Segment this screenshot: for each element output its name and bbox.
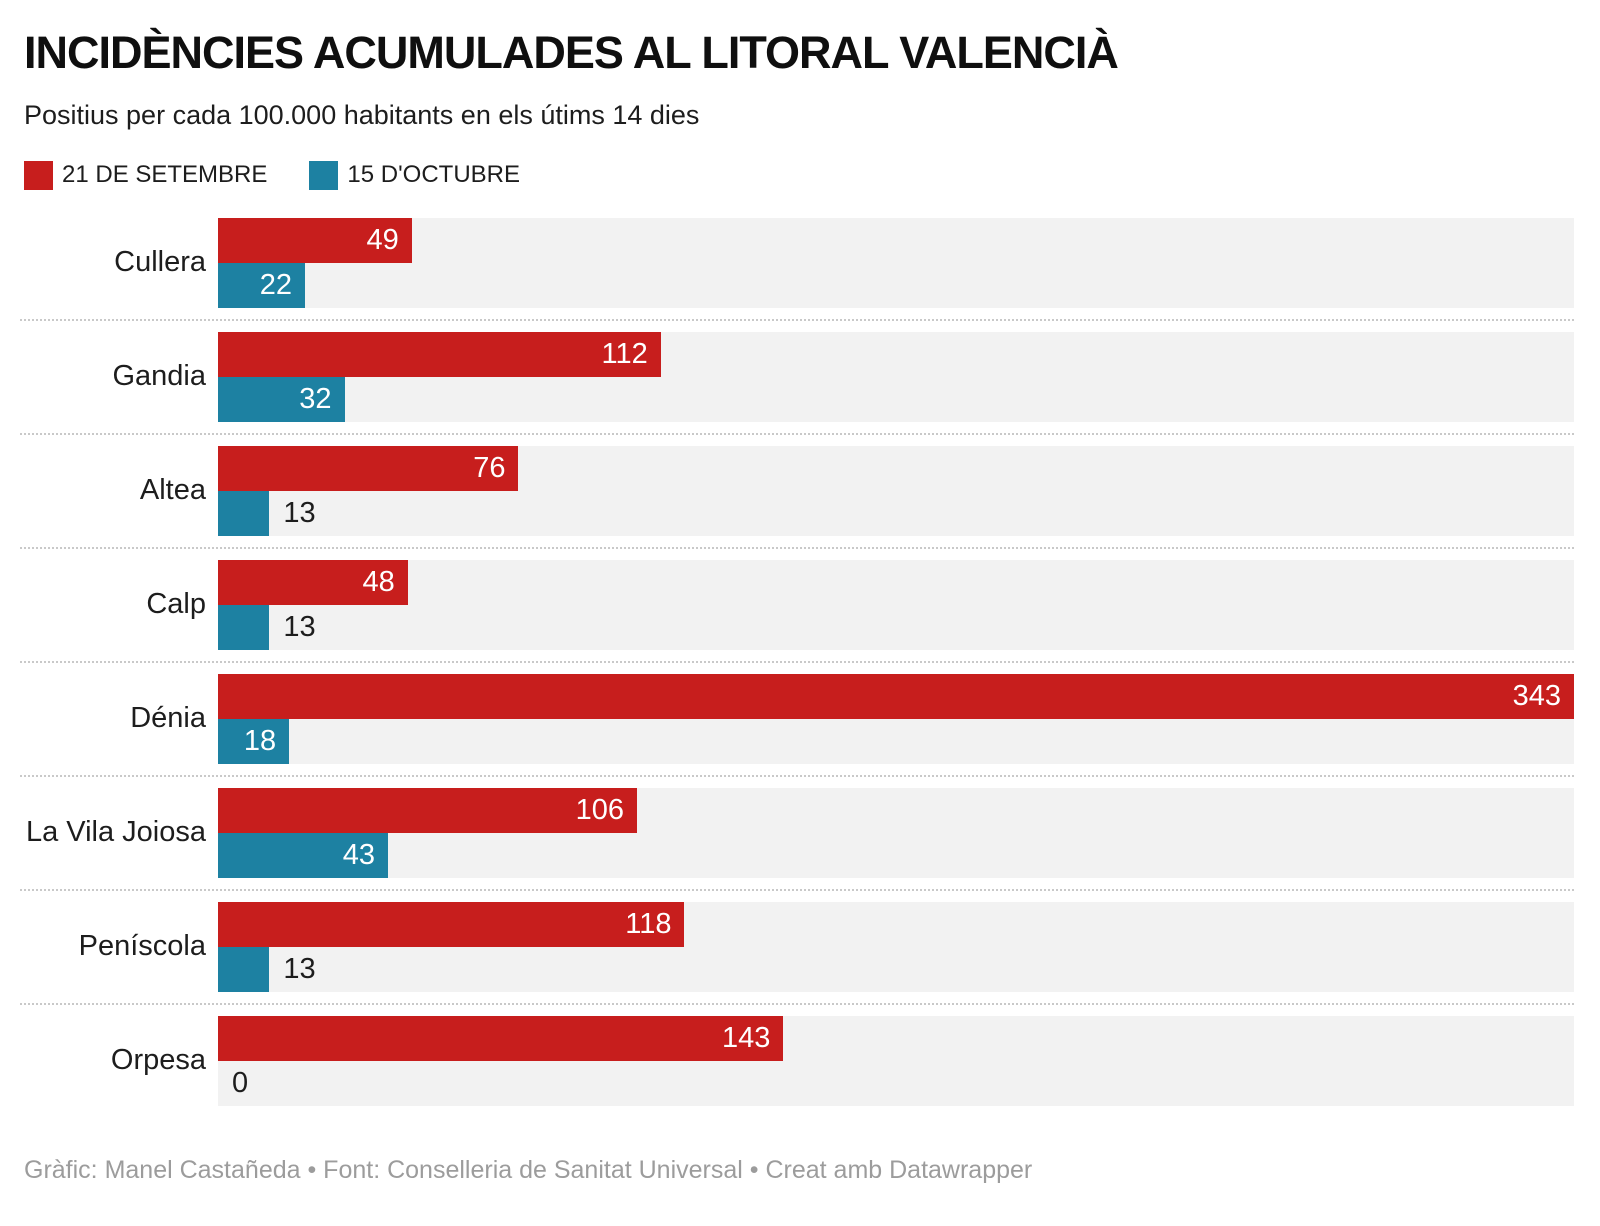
bar-setembre	[218, 559, 408, 605]
bar-line-setembre: 49	[218, 217, 1574, 263]
chart-footer: Gràfic: Manel Castañeda • Font: Conselle…	[24, 1155, 1033, 1184]
legend-item-setembre: 21 DE SETEMBRE	[24, 160, 268, 190]
value-label-octubre: 18	[243, 724, 277, 757]
bar-octubre	[218, 262, 305, 308]
row-separator	[20, 318, 1574, 321]
bar-setembre	[218, 673, 1574, 719]
bar-setembre	[218, 901, 685, 947]
bar-line-octubre: 18	[218, 718, 1574, 764]
value-label-setembre: 49	[366, 223, 399, 256]
value-label-setembre: 143	[721, 1021, 771, 1054]
value-label-octubre: 32	[299, 382, 332, 415]
legend-label-setembre: 21 DE SETEMBRE	[62, 161, 268, 188]
chart-subtitle: Positius per cada 100.000 habitants en e…	[24, 99, 700, 130]
category-label: La Vila Joiosa	[25, 816, 206, 848]
bar-line-setembre: 106	[218, 787, 1574, 833]
row-separator	[20, 888, 1574, 891]
bar-setembre	[218, 217, 412, 263]
category-label: Orpesa	[110, 1044, 206, 1076]
bar-line-octubre: 43	[218, 832, 1574, 878]
bar-line-setembre: 48	[218, 559, 1574, 605]
bar-track: 76 13	[218, 445, 1574, 536]
bar-line-octubre: 22	[218, 262, 1574, 308]
legend-swatch-octubre	[309, 160, 339, 190]
row-separator	[20, 660, 1574, 663]
chart-row: Peníscola 118 13	[24, 901, 1574, 992]
bar-chart: Cullera 49 22 Gandia 112 32 Altea	[20, 217, 1574, 1106]
legend-label-octubre: 15 D'OCTUBRE	[347, 161, 521, 188]
value-label-setembre: 112	[601, 337, 648, 370]
value-label-setembre: 48	[362, 565, 395, 598]
row-separator	[20, 546, 1574, 549]
chart-row: Altea 76 13	[24, 445, 1574, 536]
row-separator	[20, 1002, 1574, 1005]
bar-setembre	[218, 787, 638, 833]
chart-row: Orpesa 143 0	[24, 1015, 1574, 1106]
chart-row: Dénia 343 18	[24, 673, 1574, 764]
chart-row: Gandia 112 32	[24, 331, 1574, 422]
bar-line-setembre: 143	[218, 1015, 1574, 1061]
value-label-octubre: 0	[232, 1066, 249, 1099]
legend: 21 DE SETEMBRE 15 D'OCTUBRE	[24, 160, 1574, 190]
legend-swatch-setembre	[24, 160, 53, 190]
bar-track: 112 32	[218, 331, 1574, 422]
value-label-setembre: 343	[1512, 679, 1561, 712]
bar-line-octubre: 32	[218, 376, 1574, 422]
category-label: Dénia	[130, 702, 206, 734]
category-label: Calp	[146, 588, 206, 620]
value-label-setembre: 76	[473, 451, 506, 484]
row-separator	[20, 432, 1574, 435]
value-label-setembre: 118	[625, 907, 672, 940]
chart-row: Cullera 49 22	[24, 217, 1574, 308]
value-label-octubre: 43	[342, 838, 375, 871]
bar-line-setembre: 76	[218, 445, 1574, 491]
category-label: Cullera	[114, 246, 206, 278]
bar-octubre	[218, 490, 270, 536]
bar-line-octubre: 13	[218, 946, 1574, 992]
bar-line-setembre: 343	[218, 673, 1574, 719]
chart-row: La Vila Joiosa 106 43	[24, 787, 1574, 878]
bar-line-setembre: 112	[218, 331, 1574, 377]
value-label-octubre: 13	[283, 496, 316, 529]
bar-track: 48 13	[218, 559, 1574, 650]
bar-octubre	[218, 946, 270, 992]
bar-line-setembre: 118	[218, 901, 1574, 947]
bar-octubre	[218, 376, 345, 422]
chart-title: INCIDÈNCIES ACUMULADES AL LITORAL VALENC…	[24, 27, 1119, 78]
row-separator	[20, 774, 1574, 777]
legend-item-octubre: 15 D'OCTUBRE	[309, 160, 521, 190]
bar-setembre	[218, 445, 519, 491]
value-label-octubre: 13	[283, 952, 316, 985]
chart-row: Calp 48 13	[24, 559, 1574, 650]
value-label-octubre: 13	[283, 610, 316, 643]
bar-octubre	[218, 832, 388, 878]
value-label-octubre: 22	[259, 268, 292, 301]
bar-track: 106 43	[218, 787, 1574, 878]
value-label-setembre: 106	[575, 793, 625, 826]
bar-line-octubre: 0	[218, 1061, 1574, 1106]
bar-track: 143 0	[218, 1015, 1574, 1106]
bar-setembre	[218, 1015, 784, 1061]
category-label: Gandia	[112, 360, 206, 392]
bar-line-octubre: 13	[218, 490, 1574, 536]
bar-setembre	[218, 331, 661, 377]
category-label: Altea	[139, 474, 206, 506]
bar-octubre	[218, 718, 290, 764]
bar-octubre	[218, 604, 270, 650]
bar-line-octubre: 13	[218, 604, 1574, 650]
bar-track: 49 22	[218, 217, 1574, 308]
bar-track: 118 13	[218, 901, 1574, 992]
bar-track: 343 18	[218, 673, 1574, 764]
category-label: Peníscola	[78, 930, 206, 962]
